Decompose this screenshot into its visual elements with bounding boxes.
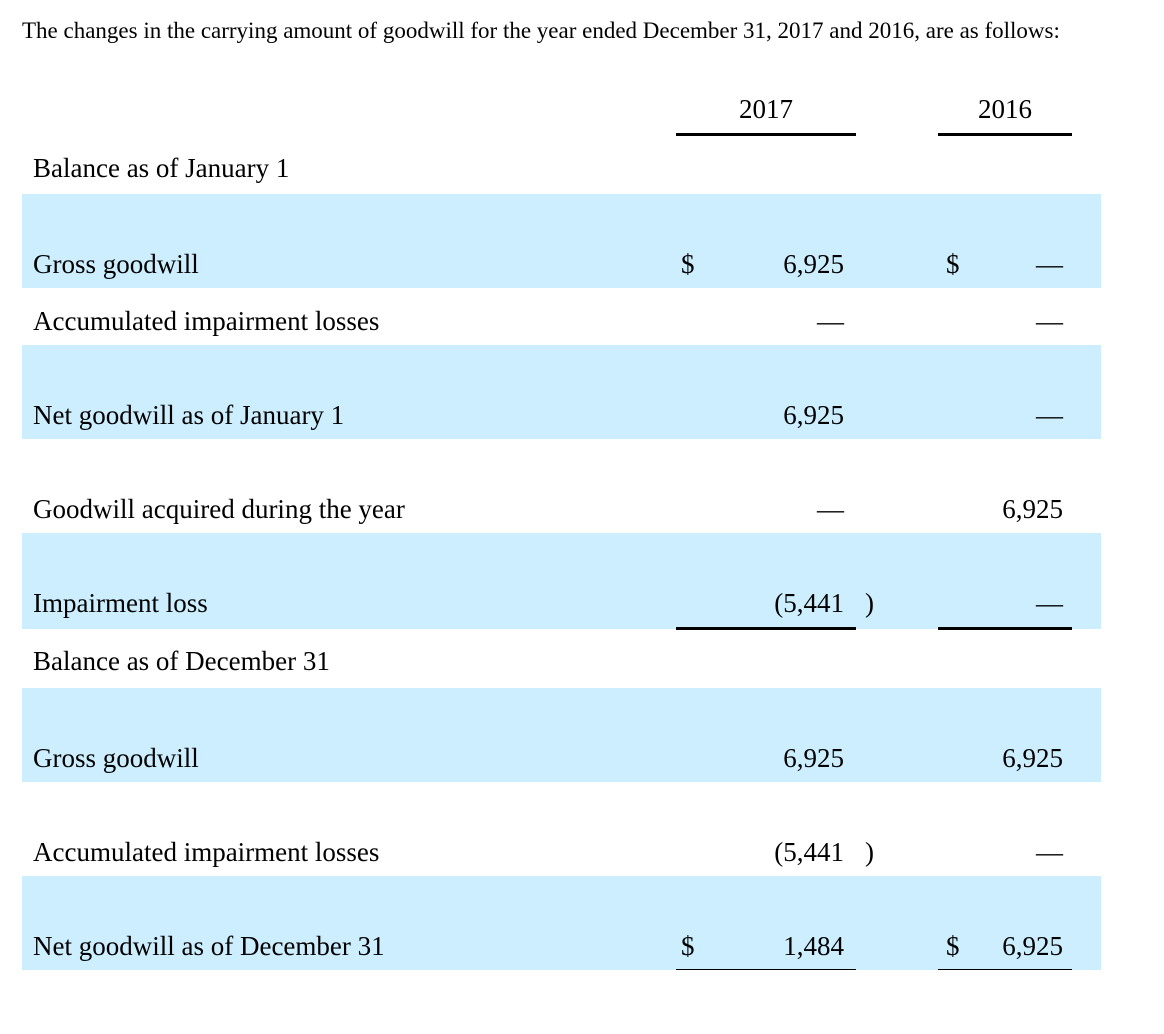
table-row: Balance as of January 1 — [22, 150, 1101, 194]
value-2016: 6,925 — [1002, 743, 1063, 773]
subtotal-rule-2017 — [676, 627, 856, 630]
value-2017: 6,925 — [783, 743, 844, 773]
currency-symbol-2017: $ — [681, 249, 695, 279]
row-label: Gross goodwill — [33, 249, 199, 279]
row-label: Gross goodwill — [33, 743, 199, 773]
column-header-2017: 2017 — [676, 94, 856, 136]
intro-text: The changes in the carrying amount of go… — [22, 18, 1060, 43]
row-label: Goodwill acquired during the year — [33, 494, 405, 524]
currency-symbol-2017: $ — [681, 931, 695, 961]
close-paren-2017: ) — [865, 588, 874, 618]
table-row: Gross goodwill $ 6,925 $ — — [22, 194, 1101, 288]
value-2016: 6,925 — [1002, 931, 1063, 961]
currency-symbol-2016: $ — [946, 931, 960, 961]
total-rule-2016 — [938, 969, 1072, 970]
row-label: Net goodwill as of December 31 — [33, 931, 385, 961]
table-row: Net goodwill as of December 31 $ 1,484 $… — [22, 876, 1101, 970]
table-row: Accumulated impairment losses — — — [22, 288, 1101, 345]
value-2016: 6,925 — [1002, 494, 1063, 524]
row-label: Accumulated impairment losses — [33, 306, 380, 336]
row-label: Accumulated impairment losses — [33, 837, 380, 867]
value-2017: — — [817, 494, 844, 524]
value-2017: 6,925 — [783, 249, 844, 279]
value-2016: — — [1036, 400, 1063, 430]
row-label: Balance as of December 31 — [33, 646, 330, 676]
value-2017: 6,925 — [783, 400, 844, 430]
value-2017: — — [817, 306, 844, 336]
subtotal-rule-2016 — [938, 627, 1072, 630]
row-label: Balance as of January 1 — [33, 153, 290, 183]
column-header-2016: 2016 — [938, 94, 1072, 136]
value-2017: (5,441 — [774, 588, 844, 618]
value-2016: — — [1036, 249, 1063, 279]
table-row: Gross goodwill 6,925 6,925 — [22, 688, 1101, 782]
currency-symbol-2016: $ — [946, 249, 960, 279]
value-2016: — — [1036, 588, 1063, 618]
table-row: Accumulated impairment losses (5,441 ) — — [22, 782, 1101, 876]
row-label: Impairment loss — [33, 588, 208, 618]
total-rule-2017 — [676, 969, 856, 970]
value-2017: (5,441 — [774, 837, 844, 867]
value-2016: — — [1036, 306, 1063, 336]
value-2017: 1,484 — [783, 931, 844, 961]
table-row: Goodwill acquired during the year — 6,92… — [22, 439, 1101, 533]
table-row: Balance as of December 31 — [22, 631, 1101, 688]
close-paren-2017: ) — [865, 837, 874, 867]
row-label: Net goodwill as of January 1 — [33, 400, 345, 430]
table-row: Net goodwill as of January 1 6,925 — — [22, 345, 1101, 439]
table-row: Impairment loss (5,441 ) — — [22, 533, 1101, 629]
value-2016: — — [1036, 837, 1063, 867]
